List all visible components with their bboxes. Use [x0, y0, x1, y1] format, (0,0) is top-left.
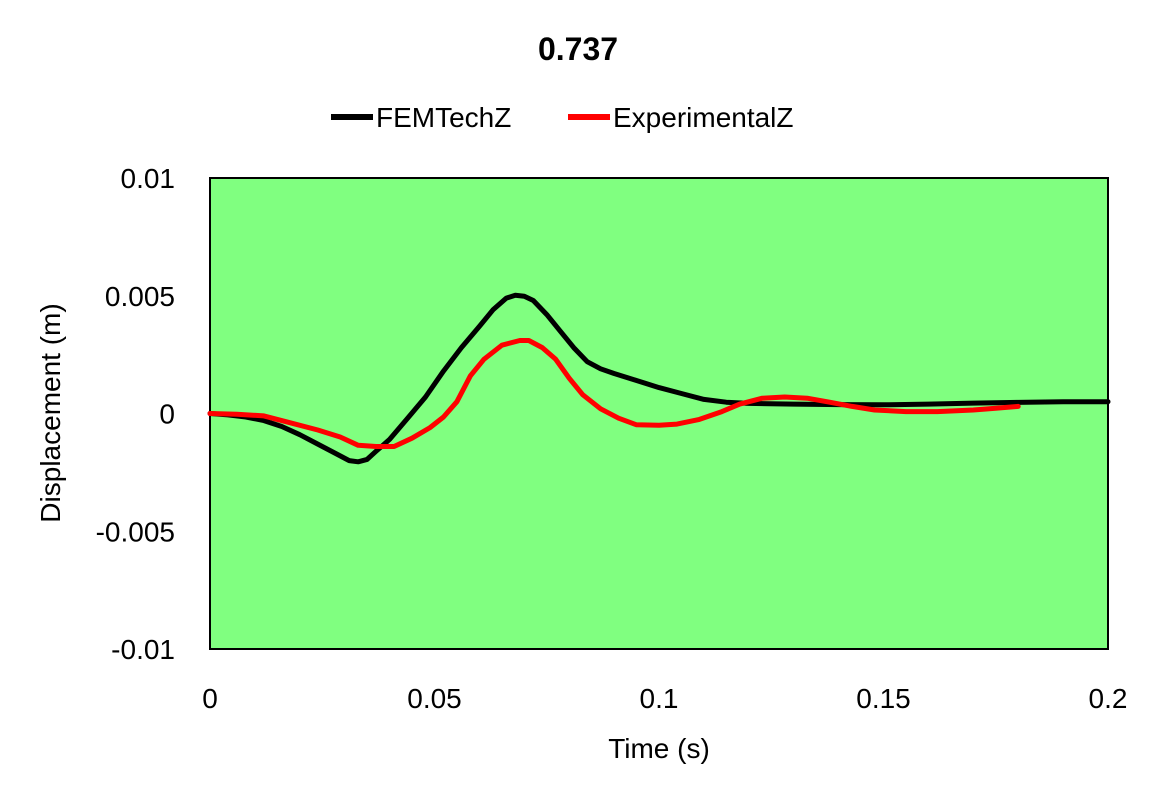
legend-label-experimentalz: ExperimentalZ [613, 102, 794, 133]
series-line-experimentalz [207, 338, 1021, 449]
series-layer [207, 292, 1111, 465]
x-tick-label: 0 [202, 683, 218, 714]
chart-title: 0.737 [538, 31, 618, 67]
y-axis-title: Displacement (m) [35, 303, 66, 522]
y-axis-ticks: 0.01 0.005 0 -0.005 -0.01 [96, 163, 175, 665]
y-tick-label: 0.005 [105, 281, 175, 312]
x-tick-label: 0.15 [856, 683, 911, 714]
x-tick-label: 0.05 [407, 683, 462, 714]
y-tick-label: 0 [159, 399, 175, 430]
x-axis-ticks: 0 0.05 0.1 0.15 0.2 [202, 683, 1127, 714]
legend-label-femtechz: FEMTechZ [376, 102, 511, 133]
x-tick-label: 0.2 [1089, 683, 1128, 714]
y-tick-label: -0.005 [96, 516, 175, 547]
plot-area [209, 177, 1109, 650]
legend: FEMTechZ ExperimentalZ [331, 102, 794, 133]
y-tick-label: -0.01 [111, 634, 175, 665]
x-axis-title: Time (s) [608, 733, 710, 764]
x-tick-label: 0.1 [640, 683, 679, 714]
y-tick-label: 0.01 [121, 163, 176, 194]
series-line-femtechz [207, 292, 1111, 465]
